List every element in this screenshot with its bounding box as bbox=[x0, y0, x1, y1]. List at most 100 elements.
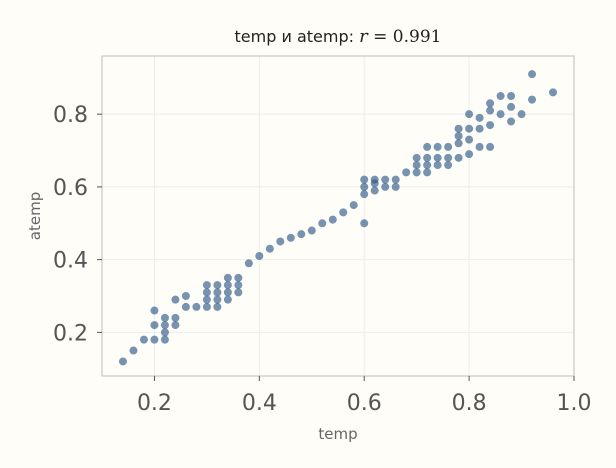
data-point-70 bbox=[454, 124, 463, 133]
data-point-67 bbox=[454, 153, 463, 162]
data-point-87 bbox=[517, 110, 526, 119]
data-point-11 bbox=[171, 313, 180, 322]
data-point-32 bbox=[255, 252, 264, 260]
x-axis-label: temp bbox=[318, 425, 357, 443]
data-point-12 bbox=[171, 295, 180, 304]
chart-title-r-symbol: r bbox=[359, 26, 369, 47]
data-point-68 bbox=[454, 139, 463, 148]
plot-area: 0.2 0.4 0.6 0.8 1.0 0.2 0.4 0.6 0.8 bbox=[53, 55, 592, 416]
data-point-63 bbox=[433, 142, 442, 151]
data-point-7 bbox=[160, 328, 169, 337]
data-point-65 bbox=[444, 153, 453, 162]
data-point-16 bbox=[202, 302, 211, 311]
data-point-34 bbox=[276, 237, 285, 246]
data-point-88 bbox=[528, 95, 537, 104]
data-point-3 bbox=[150, 335, 159, 344]
data-point-31 bbox=[244, 259, 253, 268]
data-point-81 bbox=[486, 99, 495, 108]
data-point-23 bbox=[213, 281, 222, 290]
data-point-5 bbox=[150, 306, 159, 315]
data-point-82 bbox=[496, 110, 505, 119]
data-point-0 bbox=[118, 357, 127, 366]
data-point-55 bbox=[412, 161, 421, 170]
chart-title-equals: = bbox=[368, 27, 393, 47]
data-point-83 bbox=[496, 92, 505, 100]
data-point-9 bbox=[160, 313, 169, 322]
data-point-72 bbox=[465, 135, 474, 144]
data-point-56 bbox=[412, 153, 421, 162]
y-tick-label-2: 0.6 bbox=[53, 176, 88, 201]
y-axis-label: atemp bbox=[26, 192, 44, 240]
data-point-22 bbox=[213, 288, 222, 297]
chart-title: temp и atemp: r = 0.991 bbox=[235, 26, 442, 47]
data-point-17 bbox=[202, 295, 211, 304]
data-point-46 bbox=[370, 186, 379, 195]
x-tick-label-3: 0.8 bbox=[452, 391, 487, 416]
data-point-25 bbox=[223, 288, 232, 297]
data-point-35 bbox=[286, 233, 295, 242]
data-point-10 bbox=[171, 321, 180, 330]
data-point-13 bbox=[181, 302, 190, 311]
data-point-14 bbox=[181, 292, 190, 300]
data-point-8 bbox=[160, 321, 169, 330]
data-point-51 bbox=[391, 182, 400, 191]
data-point-78 bbox=[486, 142, 495, 151]
data-point-62 bbox=[433, 153, 442, 162]
data-point-75 bbox=[475, 142, 484, 151]
data-point-41 bbox=[349, 201, 358, 210]
data-point-52 bbox=[391, 175, 400, 184]
data-point-1 bbox=[129, 346, 138, 355]
data-point-44 bbox=[360, 182, 369, 191]
data-point-61 bbox=[433, 161, 442, 170]
y-tick-label-3: 0.8 bbox=[53, 103, 88, 128]
data-point-2 bbox=[139, 335, 148, 344]
data-point-37 bbox=[307, 226, 316, 235]
data-point-50 bbox=[381, 175, 390, 184]
data-point-48 bbox=[370, 175, 379, 184]
plot-frame bbox=[101, 55, 575, 377]
data-point-84 bbox=[507, 117, 516, 126]
data-point-49 bbox=[381, 182, 390, 191]
data-point-6 bbox=[160, 335, 169, 344]
data-point-21 bbox=[213, 295, 222, 304]
data-point-85 bbox=[507, 102, 516, 111]
data-point-20 bbox=[213, 302, 222, 311]
data-point-18 bbox=[202, 288, 211, 297]
data-point-60 bbox=[423, 142, 432, 151]
data-point-58 bbox=[423, 161, 432, 170]
data-point-29 bbox=[234, 281, 243, 290]
data-point-40 bbox=[339, 208, 348, 217]
data-point-66 bbox=[444, 142, 453, 151]
data-point-36 bbox=[297, 230, 306, 239]
data-point-71 bbox=[465, 150, 474, 159]
data-point-53 bbox=[402, 168, 411, 177]
chart-title-r-value: 0.991 bbox=[393, 27, 442, 47]
data-point-39 bbox=[328, 215, 337, 224]
data-point-28 bbox=[234, 288, 243, 297]
data-point-59 bbox=[423, 153, 432, 162]
data-point-79 bbox=[486, 121, 495, 130]
data-point-26 bbox=[223, 281, 232, 290]
data-point-19 bbox=[202, 281, 211, 290]
data-point-57 bbox=[423, 168, 432, 177]
data-point-86 bbox=[507, 92, 516, 100]
y-tick-label-1: 0.4 bbox=[53, 249, 88, 274]
data-point-38 bbox=[318, 219, 327, 228]
data-point-73 bbox=[465, 124, 474, 133]
data-point-89 bbox=[528, 70, 537, 79]
x-tick-label-2: 0.6 bbox=[347, 391, 382, 416]
data-point-43 bbox=[360, 190, 369, 199]
data-point-33 bbox=[265, 244, 274, 253]
y-tick-label-0: 0.2 bbox=[53, 321, 88, 346]
x-tick-label-0: 0.2 bbox=[137, 391, 172, 416]
x-tick-label-4: 1.0 bbox=[557, 391, 592, 416]
data-point-90 bbox=[549, 88, 558, 97]
data-point-27 bbox=[223, 273, 232, 282]
data-point-45 bbox=[360, 175, 369, 184]
data-point-64 bbox=[444, 161, 453, 170]
data-point-69 bbox=[454, 132, 463, 140]
chart-title-prefix: temp и atemp: bbox=[235, 27, 360, 46]
